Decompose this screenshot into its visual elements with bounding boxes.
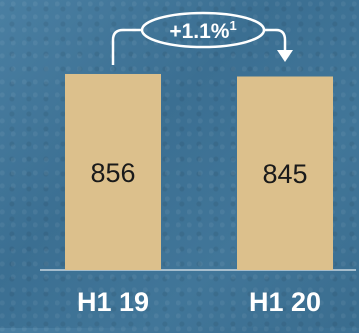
bar-h1-20 (237, 76, 333, 271)
data-label-h1-19: 856 (90, 158, 135, 188)
annotation-label: +1.1%1 (169, 18, 236, 43)
annotation-arrow-right (264, 28, 287, 50)
data-label-h1-20: 845 (262, 159, 307, 189)
bar-h1-19 (65, 73, 161, 270)
arrow-head-icon (277, 50, 293, 62)
x-tick-label-h1-20: H1 20 (249, 287, 321, 317)
annotation-value: +1.1% (169, 20, 229, 43)
annotation-arrow-left (111, 28, 142, 65)
bars-layer (65, 73, 333, 271)
change-annotation: +1.1%1 (111, 11, 293, 65)
labels-layer: 856 H1 19 845 H1 20 (77, 158, 321, 317)
annotation-oval (140, 11, 266, 49)
annotation-footnote-marker: 1 (229, 18, 236, 33)
x-tick-label-h1-19: H1 19 (77, 287, 149, 317)
